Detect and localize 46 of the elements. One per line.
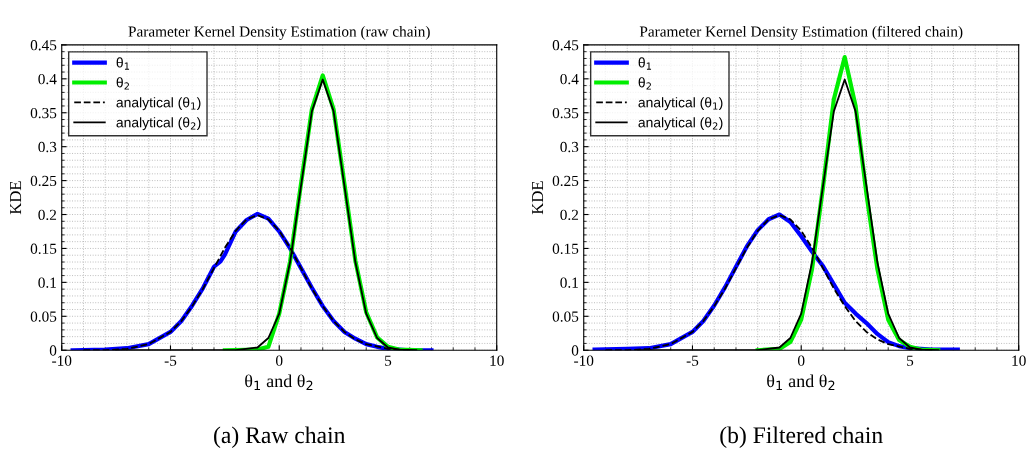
legend-label: analytical (θ$_{1}$): [638, 97, 723, 111]
legend-label: θ$_{2}$: [116, 77, 129, 90]
y-tick-label: 0.1: [38, 277, 56, 288]
chart-title: Parameter Kernel Density Estimation (filtered chain): [639, 25, 963, 40]
x-tick-label: 5: [385, 355, 392, 366]
y-tick-label: 0.2: [560, 209, 579, 221]
legend-label: analytical (θ$_{2}$): [116, 117, 201, 131]
y-tick-label: 0.1: [560, 277, 578, 288]
legend-label: analytical (θ$_{1}$): [116, 97, 201, 111]
legend-label: θ$_{1}$: [116, 57, 130, 70]
x-axis-title: θ$_{1}$ and θ$_{2}$: [767, 374, 835, 390]
y-tick-label: 0: [571, 345, 579, 356]
x-tick-label: 5: [907, 355, 914, 366]
x-tick-label: 10: [490, 355, 504, 366]
x-tick-label: -5: [686, 355, 699, 366]
y-tick-label: 0.45: [30, 40, 57, 51]
text: (a) Raw chain: [214, 426, 346, 448]
x-tick-label: 0: [276, 355, 283, 366]
legend-label: θ$_{1}$: [638, 57, 652, 70]
y-tick-label: 0.45: [552, 40, 579, 51]
y-tick-label: 0.25: [30, 175, 57, 187]
y-tick-label: 0.25: [552, 175, 579, 187]
x-tick-label: -5: [164, 355, 177, 366]
y-tick-label: 0.05: [30, 311, 57, 322]
y-tick-label: 0.2: [38, 209, 57, 221]
y-axis-title: KDE: [532, 181, 544, 215]
text: (b) Filtered chain: [720, 426, 883, 448]
y-tick-label: 0.3: [38, 141, 57, 153]
x-tick-label: -10: [52, 355, 72, 366]
x-tick-label: 10: [1012, 355, 1026, 366]
y-tick-label: 0.35: [30, 107, 57, 119]
y-tick-label: 0.4: [38, 73, 57, 85]
y-tick-label: 0.05: [552, 311, 579, 322]
y-tick-label: 0.3: [560, 141, 579, 153]
legend-label: θ$_{2}$: [638, 77, 651, 90]
y-tick-label: 0.4: [560, 73, 579, 85]
x-tick-label: 0: [797, 355, 805, 366]
x-axis-title: θ$_{1}$ and θ$_{2}$: [245, 374, 313, 390]
legend-label: analytical (θ$_{2}$): [638, 117, 723, 131]
y-axis-title: KDE: [10, 181, 22, 215]
chart-title: Parameter Kernel Density Estimation (raw chain): [128, 25, 430, 40]
y-tick-label: 0.15: [552, 243, 579, 254]
y-tick-label: 0: [49, 345, 57, 356]
x-tick-label: -10: [574, 355, 594, 366]
y-tick-label: 0.15: [30, 243, 57, 254]
y-tick-label: 0.35: [552, 107, 579, 119]
